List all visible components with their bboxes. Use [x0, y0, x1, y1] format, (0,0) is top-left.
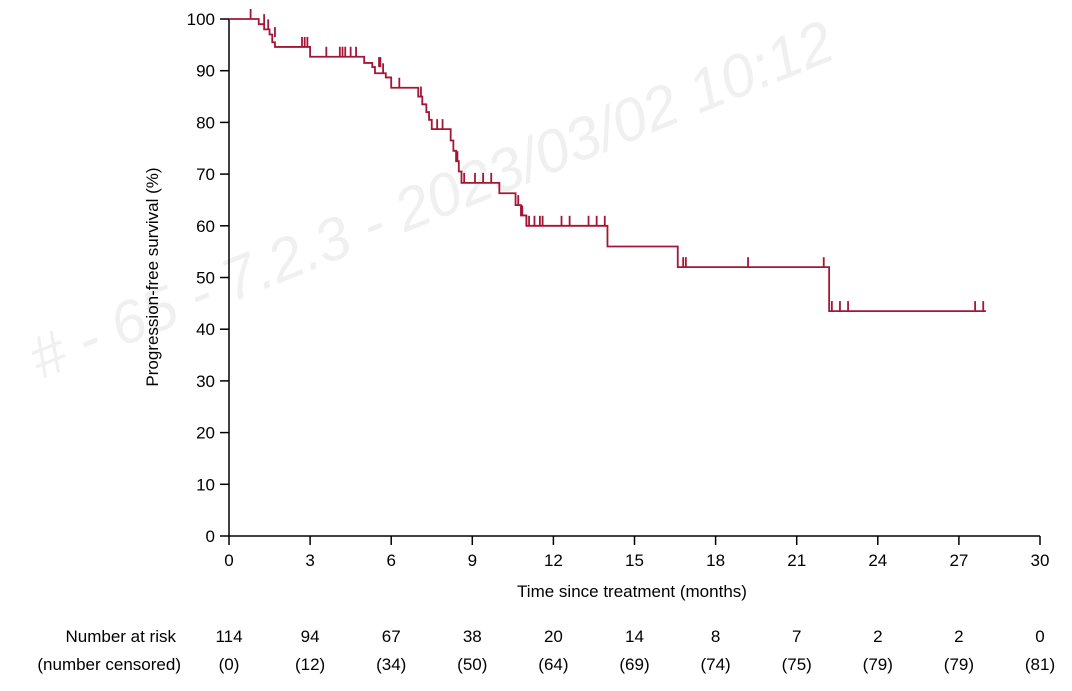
y-tick-label: 80	[196, 113, 215, 132]
risk-at-risk-value: 67	[382, 627, 401, 646]
risk-label-at-risk: Number at risk	[65, 627, 176, 646]
risk-censored-value: (74)	[700, 655, 730, 674]
x-tick-label: 24	[868, 551, 887, 570]
y-axis-label: Progression-free survival (%)	[143, 167, 162, 386]
y-tick-label: 20	[196, 424, 215, 443]
risk-censored-value: (12)	[295, 655, 325, 674]
risk-censored-value: (79)	[944, 655, 974, 674]
x-tick-label: 30	[1031, 551, 1050, 570]
x-tick-label: 27	[949, 551, 968, 570]
risk-table: Number at risk (number censored) 114 (0) 9…	[37, 627, 1055, 674]
x-tick-label: 18	[706, 551, 725, 570]
y-tick-label: 50	[196, 269, 215, 288]
risk-at-risk-value: 38	[463, 627, 482, 646]
risk-censored-value: (34)	[376, 655, 406, 674]
risk-censored-value: (75)	[782, 655, 812, 674]
risk-at-risk-value: 114	[215, 627, 242, 646]
risk-censored-value: (0)	[219, 655, 240, 674]
x-tick-label: 9	[468, 551, 477, 570]
y-tick-label: 10	[196, 475, 215, 494]
risk-at-risk-value: 2	[873, 627, 882, 646]
risk-at-risk-value: 8	[711, 627, 720, 646]
x-tick-label: 6	[386, 551, 395, 570]
risk-label-censored: (number censored)	[37, 655, 181, 674]
survival-curve	[229, 18, 986, 313]
x-tick-label: 21	[787, 551, 806, 570]
risk-censored-value: (81)	[1025, 655, 1055, 674]
x-tick-label: 0	[224, 551, 233, 570]
risk-censored-value: (50)	[457, 655, 487, 674]
x-tick-label: 15	[625, 551, 644, 570]
y-tick-label: 30	[196, 372, 215, 391]
x-tick-label: 3	[305, 551, 314, 570]
risk-at-risk-value: 20	[544, 627, 563, 646]
y-tick-label: 100	[187, 10, 215, 29]
x-axis-label: Time since treatment (months)	[517, 582, 747, 601]
y-tick-label: 0	[206, 527, 215, 546]
risk-at-risk-value: 14	[625, 627, 644, 646]
plot-area	[229, 9, 986, 313]
risk-at-risk-value: 0	[1035, 627, 1044, 646]
risk-at-risk-value: 94	[301, 627, 320, 646]
y-tick-label: 60	[196, 217, 215, 236]
y-tick-label: 70	[196, 165, 215, 184]
risk-censored-value: (64)	[538, 655, 568, 674]
risk-at-risk-value: 7	[792, 627, 801, 646]
y-tick-label: 40	[196, 320, 215, 339]
y-tick-label: 90	[196, 62, 215, 81]
risk-at-risk-value: 2	[954, 627, 963, 646]
risk-censored-value: (69)	[619, 655, 649, 674]
axes: 0 10 20 30 40 50 60 70 80 90 100 0 3 6 9 12 15 18 21 24 27 30	[187, 10, 1050, 570]
x-tick-label: 12	[544, 551, 563, 570]
risk-censored-value: (79)	[863, 655, 893, 674]
